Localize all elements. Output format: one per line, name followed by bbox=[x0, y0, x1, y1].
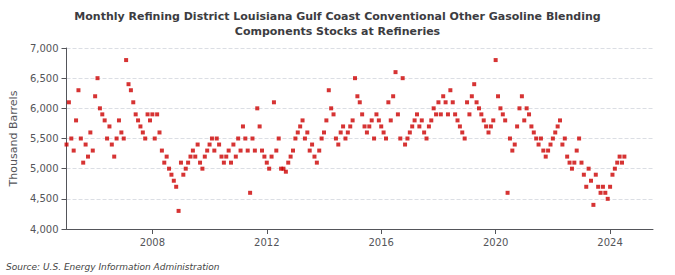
svg-text:4,500: 4,500 bbox=[30, 193, 59, 204]
svg-text:6,000: 6,000 bbox=[30, 103, 59, 114]
svg-text:2020: 2020 bbox=[483, 237, 508, 248]
svg-text:5,500: 5,500 bbox=[30, 133, 59, 144]
svg-text:Components Stocks at Refinerie: Components Stocks at Refineries bbox=[235, 25, 441, 38]
svg-text:7,000: 7,000 bbox=[30, 43, 59, 54]
svg-text:5,000: 5,000 bbox=[30, 163, 59, 174]
svg-text:Source: U.S. Energy Informatio: Source: U.S. Energy Information Administ… bbox=[6, 262, 220, 272]
svg-text:2024: 2024 bbox=[597, 237, 622, 248]
svg-text:2016: 2016 bbox=[368, 237, 393, 248]
svg-text:Monthly Refining District Loui: Monthly Refining District Louisiana Gulf… bbox=[74, 10, 600, 23]
svg-text:4,000: 4,000 bbox=[30, 224, 59, 235]
svg-text:2012: 2012 bbox=[254, 237, 279, 248]
svg-text:6,500: 6,500 bbox=[30, 73, 59, 84]
svg-text:2008: 2008 bbox=[140, 237, 165, 248]
svg-text:Thousand Barrels: Thousand Barrels bbox=[7, 90, 20, 187]
